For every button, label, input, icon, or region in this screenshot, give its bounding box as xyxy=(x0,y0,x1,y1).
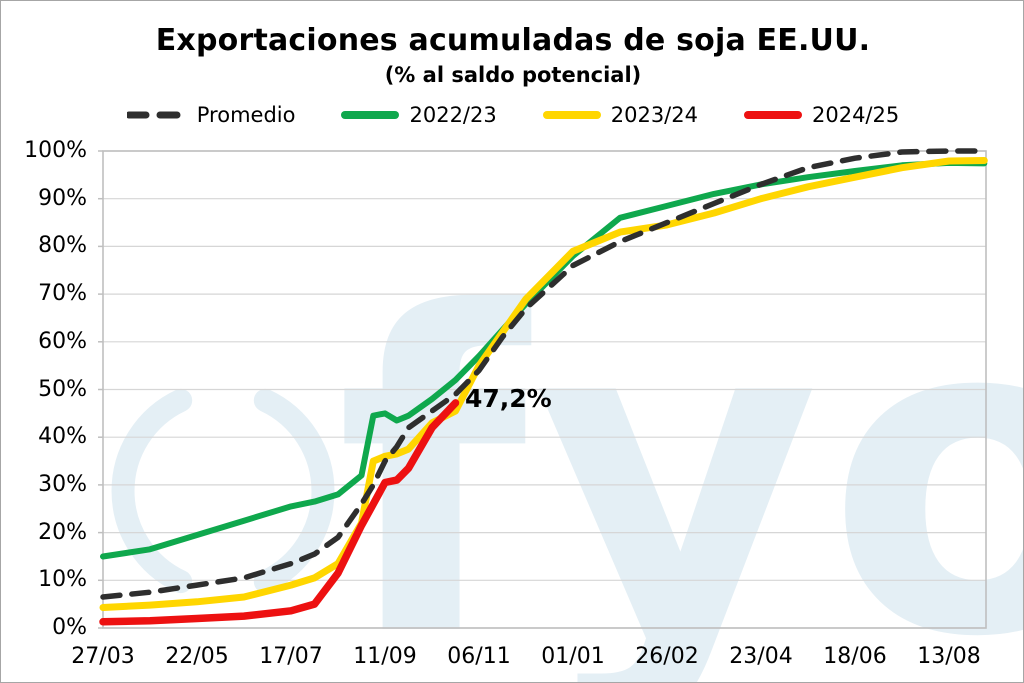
x-axis-label: 23/04 xyxy=(729,644,793,669)
x-axis-label: 27/03 xyxy=(71,644,135,669)
chart-legend: Promedio 2022/23 2023/24 2024/25 xyxy=(1,99,1023,131)
series-line-promedio xyxy=(100,148,988,600)
yellow-line-sample-icon xyxy=(542,111,601,119)
y-axis-label: 70% xyxy=(38,281,87,307)
legend-label: 2023/24 xyxy=(610,103,698,127)
red-line-sample-icon xyxy=(743,111,802,119)
dashed-line-sample-icon xyxy=(126,111,187,119)
y-axis-label: 0% xyxy=(52,615,87,640)
legend-item-promedio: Promedio xyxy=(126,103,296,127)
chart-title: Exportaciones acumuladas de soja EE.UU. xyxy=(155,23,871,58)
legend-label: Promedio xyxy=(196,103,296,127)
x-axis-label: 13/08 xyxy=(917,644,981,669)
legend-item-2022-23: 2022/23 xyxy=(341,103,497,127)
watermark-text: fyo xyxy=(336,221,1024,683)
current-value-annotation: 47,2% xyxy=(465,384,552,413)
x-axis-label: 22/05 xyxy=(165,644,229,669)
y-axis-label: 60% xyxy=(38,328,87,354)
y-axis-label: 10% xyxy=(38,567,87,593)
chart-subtitle: (% al saldo potencial) xyxy=(384,63,642,87)
y-axis-label: 100% xyxy=(24,138,87,163)
green-line-sample-icon xyxy=(341,111,400,119)
y-axis-label: 80% xyxy=(38,233,87,259)
y-axis-label: 20% xyxy=(38,519,87,545)
x-axis-label: 06/11 xyxy=(447,644,511,669)
legend-label: 2024/25 xyxy=(811,103,900,127)
x-axis-label: 17/07 xyxy=(259,644,323,669)
y-axis-label: 50% xyxy=(38,376,87,402)
watermark-logo-arc-left xyxy=(111,388,193,594)
y-axis-label: 40% xyxy=(38,424,87,450)
legend-item-2024-25: 2024/25 xyxy=(743,103,900,127)
x-axis-label: 11/09 xyxy=(353,644,417,669)
series-line-2024-25 xyxy=(99,399,460,626)
series-line-2023-24 xyxy=(99,157,988,611)
y-axis-label: 90% xyxy=(38,185,87,211)
y-axis-label: 30% xyxy=(38,471,87,497)
legend-label: 2022/23 xyxy=(409,103,497,127)
legend-item-2023-24: 2023/24 xyxy=(542,103,698,127)
x-axis-label: 18/06 xyxy=(823,644,887,669)
x-axis-label: 01/01 xyxy=(541,644,605,669)
x-axis-label: 26/02 xyxy=(635,644,699,669)
plot-border xyxy=(102,150,987,629)
series-line-2022-23 xyxy=(100,159,988,560)
